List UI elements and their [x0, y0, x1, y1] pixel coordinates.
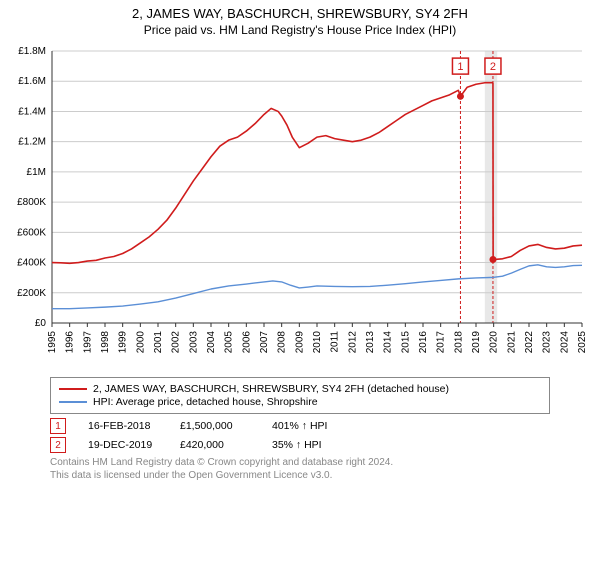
svg-text:2021: 2021 — [506, 331, 517, 354]
svg-text:£1M: £1M — [27, 167, 46, 178]
legend-item: HPI: Average price, detached house, Shro… — [59, 396, 541, 408]
svg-text:2023: 2023 — [542, 331, 553, 354]
annotation-marker: 1 — [50, 418, 66, 434]
svg-text:2005: 2005 — [224, 331, 235, 354]
svg-text:2004: 2004 — [206, 331, 217, 354]
svg-text:2020: 2020 — [489, 331, 500, 354]
svg-text:2008: 2008 — [277, 331, 288, 354]
annotation-marker: 2 — [50, 437, 66, 453]
svg-text:2017: 2017 — [436, 331, 447, 354]
svg-text:£200K: £200K — [17, 288, 46, 299]
svg-text:£0: £0 — [35, 318, 47, 329]
chart-area: £0 £200K £400K £600K £800K £1M £1.2M £1.4M £1.6M… — [0, 41, 590, 371]
svg-text:2015: 2015 — [400, 331, 411, 354]
svg-text:£1.8M: £1.8M — [18, 46, 46, 57]
svg-text:1996: 1996 — [65, 331, 76, 354]
svg-text:2003: 2003 — [188, 331, 199, 354]
svg-text:2: 2 — [490, 61, 496, 73]
svg-text:2006: 2006 — [241, 331, 252, 354]
svg-text:1: 1 — [457, 61, 463, 73]
annotation-pct: 401% ↑ HPI — [272, 420, 342, 432]
legend-label: 2, JAMES WAY, BASCHURCH, SHREWSBURY, SY4… — [93, 383, 449, 395]
svg-text:2013: 2013 — [365, 331, 376, 354]
svg-text:£800K: £800K — [17, 197, 46, 208]
svg-text:2016: 2016 — [418, 331, 429, 354]
svg-text:2014: 2014 — [383, 331, 394, 354]
annotation-pct: 35% ↑ HPI — [272, 439, 342, 451]
svg-text:1998: 1998 — [100, 331, 111, 354]
svg-text:2011: 2011 — [330, 331, 341, 353]
svg-text:2009: 2009 — [294, 331, 305, 354]
page-title: 2, JAMES WAY, BASCHURCH, SHREWSBURY, SY4… — [0, 6, 600, 21]
svg-text:2012: 2012 — [347, 331, 358, 354]
svg-text:£1.2M: £1.2M — [18, 137, 46, 148]
legend-item: 2, JAMES WAY, BASCHURCH, SHREWSBURY, SY4… — [59, 383, 541, 395]
license-line-1: Contains HM Land Registry data © Crown c… — [50, 457, 550, 470]
svg-text:2024: 2024 — [559, 331, 570, 354]
annotation-table: 1 16-FEB-2018 £1,500,000 401% ↑ HPI 2 19-DEC-… — [50, 418, 550, 453]
chart-svg: £0 £200K £400K £600K £800K £1M £1.2M £1.4M £1.6M… — [0, 41, 600, 371]
svg-text:2022: 2022 — [524, 331, 535, 354]
svg-text:£600K: £600K — [17, 227, 46, 238]
legend-line-icon — [59, 388, 87, 390]
svg-text:1997: 1997 — [82, 331, 93, 354]
svg-text:2001: 2001 — [153, 331, 164, 354]
annotation-date: 16-FEB-2018 — [88, 420, 158, 432]
svg-text:2025: 2025 — [577, 331, 588, 354]
svg-text:2019: 2019 — [471, 331, 482, 354]
svg-text:2018: 2018 — [453, 331, 464, 354]
svg-text:£400K: £400K — [17, 258, 46, 269]
annotation-row: 1 16-FEB-2018 £1,500,000 401% ↑ HPI — [50, 418, 550, 434]
annotation-price: £420,000 — [180, 439, 250, 451]
license-text: Contains HM Land Registry data © Crown c… — [50, 457, 550, 482]
annotation-price: £1,500,000 — [180, 420, 250, 432]
svg-text:1999: 1999 — [118, 331, 129, 354]
annotation-date: 19-DEC-2019 — [88, 439, 158, 451]
svg-text:2002: 2002 — [171, 331, 182, 354]
license-line-2: This data is licensed under the Open Gov… — [50, 470, 550, 483]
legend-label: HPI: Average price, detached house, Shro… — [93, 396, 318, 408]
svg-text:2000: 2000 — [135, 331, 146, 354]
legend-line-icon — [59, 401, 87, 403]
svg-text:1995: 1995 — [47, 331, 58, 354]
legend: 2, JAMES WAY, BASCHURCH, SHREWSBURY, SY4… — [50, 377, 550, 414]
page-subtitle: Price paid vs. HM Land Registry's House … — [0, 23, 600, 37]
svg-text:2007: 2007 — [259, 331, 270, 354]
svg-text:£1.4M: £1.4M — [18, 106, 46, 117]
svg-text:£1.6M: £1.6M — [18, 76, 46, 87]
annotation-row: 2 19-DEC-2019 £420,000 35% ↑ HPI — [50, 437, 550, 453]
svg-text:2010: 2010 — [312, 331, 323, 354]
